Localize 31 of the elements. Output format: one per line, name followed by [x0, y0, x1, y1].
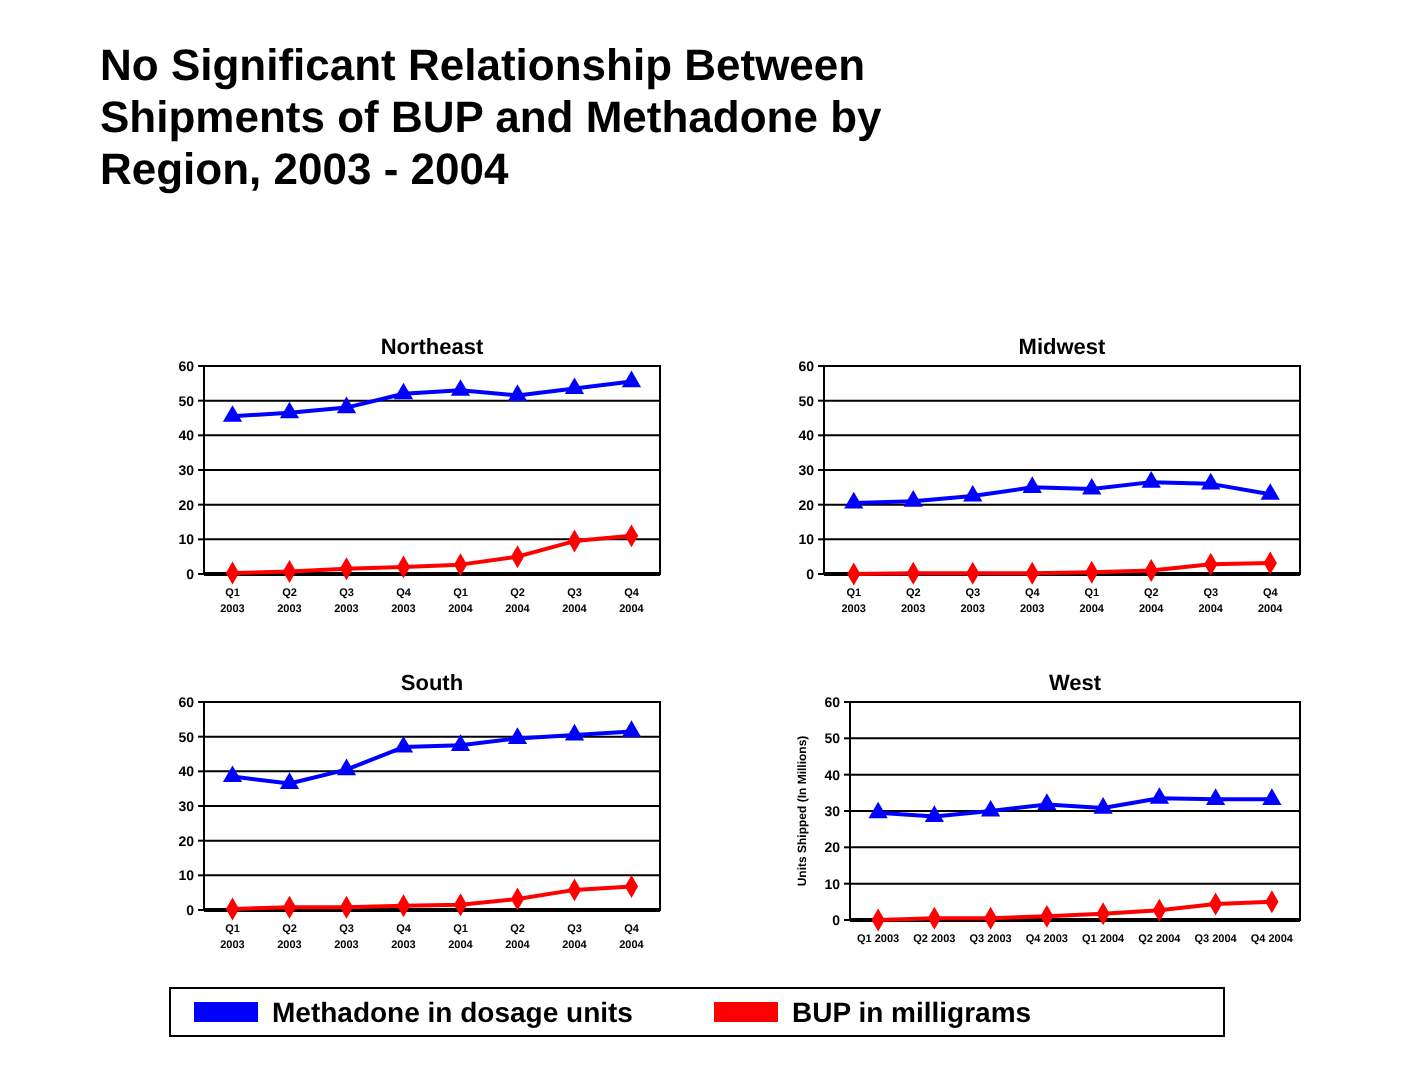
point: [564, 723, 585, 741]
point: [393, 382, 414, 400]
point: [621, 370, 642, 388]
chart-title: West: [1048, 672, 1102, 696]
chart-title: South: [400, 672, 464, 696]
point: [222, 405, 243, 422]
point: [621, 720, 642, 738]
point: [1037, 793, 1057, 811]
point: [507, 384, 528, 402]
point: [336, 758, 357, 776]
point: [981, 799, 1001, 817]
chart-title: Northeast: [380, 336, 485, 360]
point: [507, 727, 528, 744]
legend-label: BUP in milligrams: [792, 995, 1032, 1028]
chart-title: Midwest: [1018, 336, 1107, 360]
point: [279, 772, 300, 790]
point: [222, 765, 243, 783]
point: [450, 379, 471, 396]
point: [450, 734, 471, 751]
point: [1262, 788, 1282, 805]
point: [1149, 787, 1169, 804]
point: [279, 401, 300, 419]
point: [393, 735, 414, 753]
point: [336, 396, 357, 414]
legend-label: Methadone in dosage units: [272, 995, 634, 1028]
point: [1093, 797, 1113, 814]
point: [564, 377, 585, 395]
point: [868, 801, 888, 819]
point: [1206, 788, 1226, 805]
point: [924, 805, 944, 822]
text: No Significant Relationship Between Shipments of BUP and Methadone by Region, 2003 - 2004: [100, 40, 883, 194]
